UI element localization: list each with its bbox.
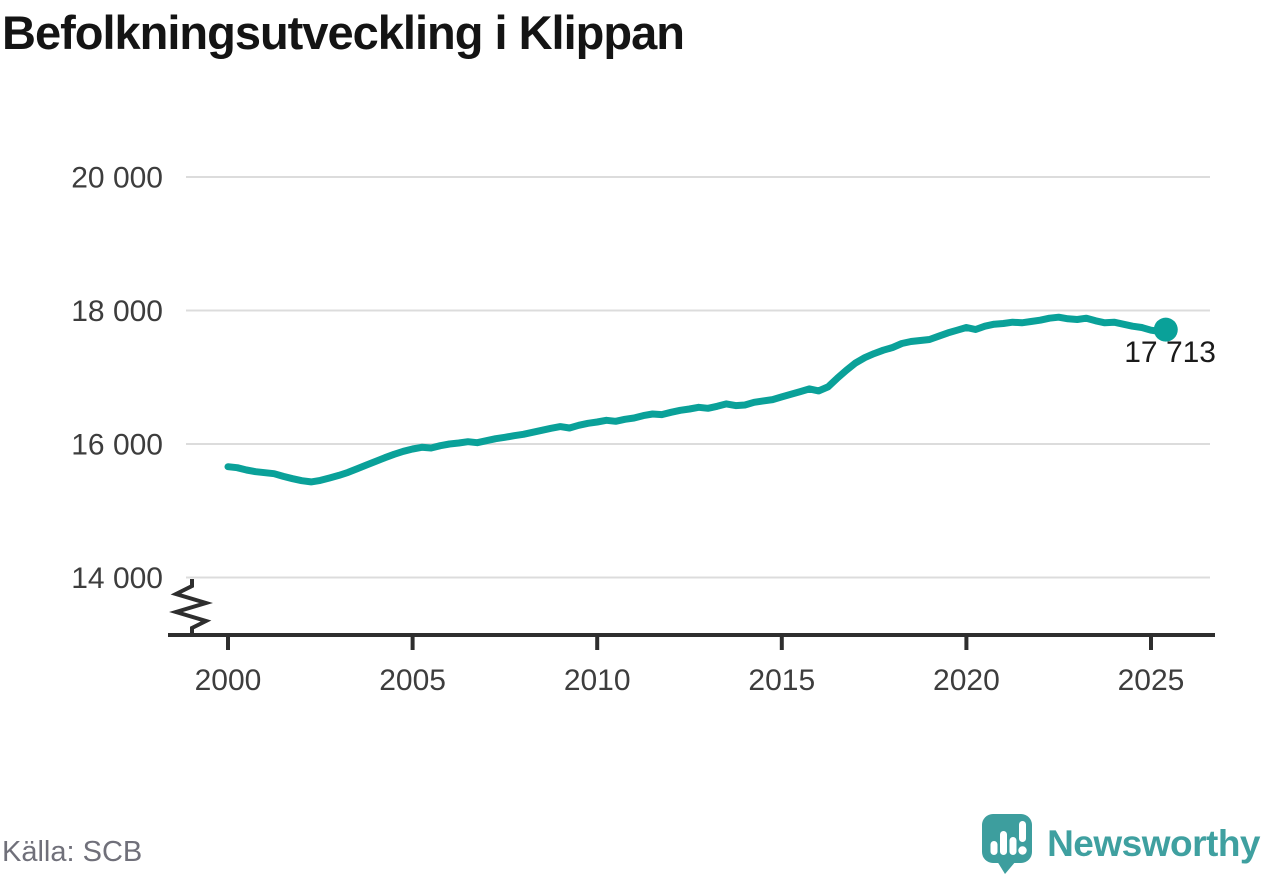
newsworthy-wordmark: Newsworthy bbox=[1047, 823, 1260, 864]
gridlines bbox=[186, 176, 1210, 579]
source-note: Källa: SCB bbox=[2, 836, 143, 868]
x-tick-label: 2010 bbox=[564, 664, 631, 697]
x-tick-labels: 2000 2005 2010 2015 2020 2025 bbox=[195, 664, 1185, 697]
x-tick-label: 2020 bbox=[933, 664, 1000, 697]
y-axis-break-zigzag-icon bbox=[169, 579, 213, 634]
latest-value-dot bbox=[1153, 317, 1178, 342]
y-tick-label: 14 000 bbox=[71, 562, 163, 595]
population-line-chart: 20 000 18 000 16 000 14 000 2000 2005 2010 201… bbox=[71, 162, 1216, 698]
x-tick-label: 2005 bbox=[379, 664, 446, 697]
y-tick-label: 18 000 bbox=[71, 295, 163, 328]
y-tick-label: 16 000 bbox=[71, 429, 163, 462]
x-axis-ticks bbox=[226, 637, 1153, 650]
latest-value-label: 17 713 bbox=[1124, 336, 1216, 369]
newsworthy-logo[interactable]: Newsworthy bbox=[980, 812, 1260, 876]
y-tick-label: 20 000 bbox=[71, 162, 163, 195]
x-tick-label: 2000 bbox=[195, 664, 262, 697]
population-series-line bbox=[224, 313, 1170, 486]
chart-title: Befolkningsutveckling i Klippan bbox=[2, 6, 685, 59]
x-tick-label: 2015 bbox=[748, 664, 815, 697]
y-tick-labels: 20 000 18 000 16 000 14 000 bbox=[71, 162, 163, 596]
newsworthy-speech-bubble-chart-icon bbox=[982, 814, 1033, 874]
x-tick-label: 2025 bbox=[1118, 664, 1185, 697]
